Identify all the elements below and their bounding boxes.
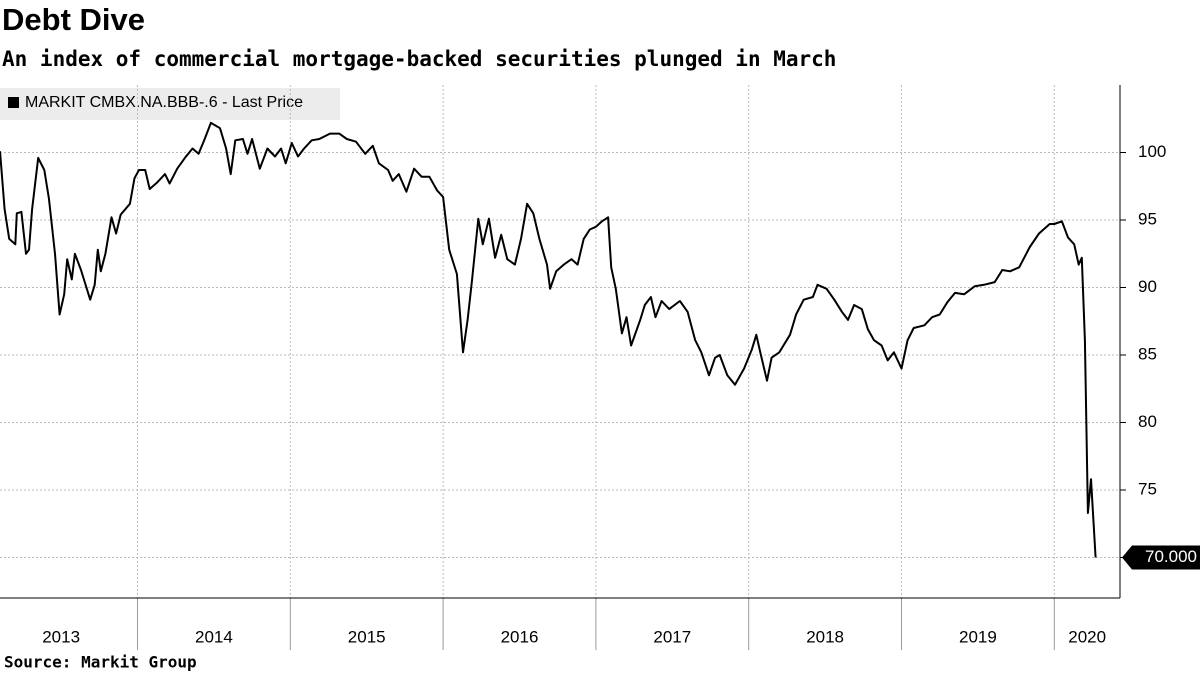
y-tick-label: 100 [1138, 142, 1166, 161]
legend-box [0, 88, 340, 120]
price-line [0, 121, 1097, 558]
x-tick-label: 2015 [348, 627, 386, 646]
y-tick-label: 95 [1138, 209, 1157, 228]
y-tick-label: 90 [1138, 277, 1157, 296]
x-tick-label: 2019 [959, 627, 997, 646]
legend-label: MARKIT CMBX.NA.BBB-.6 - Last Price [25, 94, 303, 111]
x-tick-label: 2014 [195, 627, 233, 646]
y-tick-label: 85 [1138, 344, 1157, 363]
chart-title: Debt Dive [2, 2, 145, 37]
x-tick-label: 2016 [501, 627, 539, 646]
x-tick-label: 2018 [806, 627, 844, 646]
source: Source: Markit Group [4, 653, 197, 672]
last-price-label: 70.000 [1145, 547, 1197, 566]
y-tick-label: 75 [1138, 479, 1157, 498]
x-tick-label: 2017 [653, 627, 691, 646]
last-price-callout [1122, 545, 1200, 570]
y-tick-label: 80 [1138, 412, 1157, 431]
chart-subtitle: An index of commercial mortgage-backed s… [2, 47, 836, 71]
x-tick-label: 2013 [42, 627, 80, 646]
x-tick-label: 2020 [1068, 627, 1106, 646]
legend-swatch [8, 97, 19, 108]
